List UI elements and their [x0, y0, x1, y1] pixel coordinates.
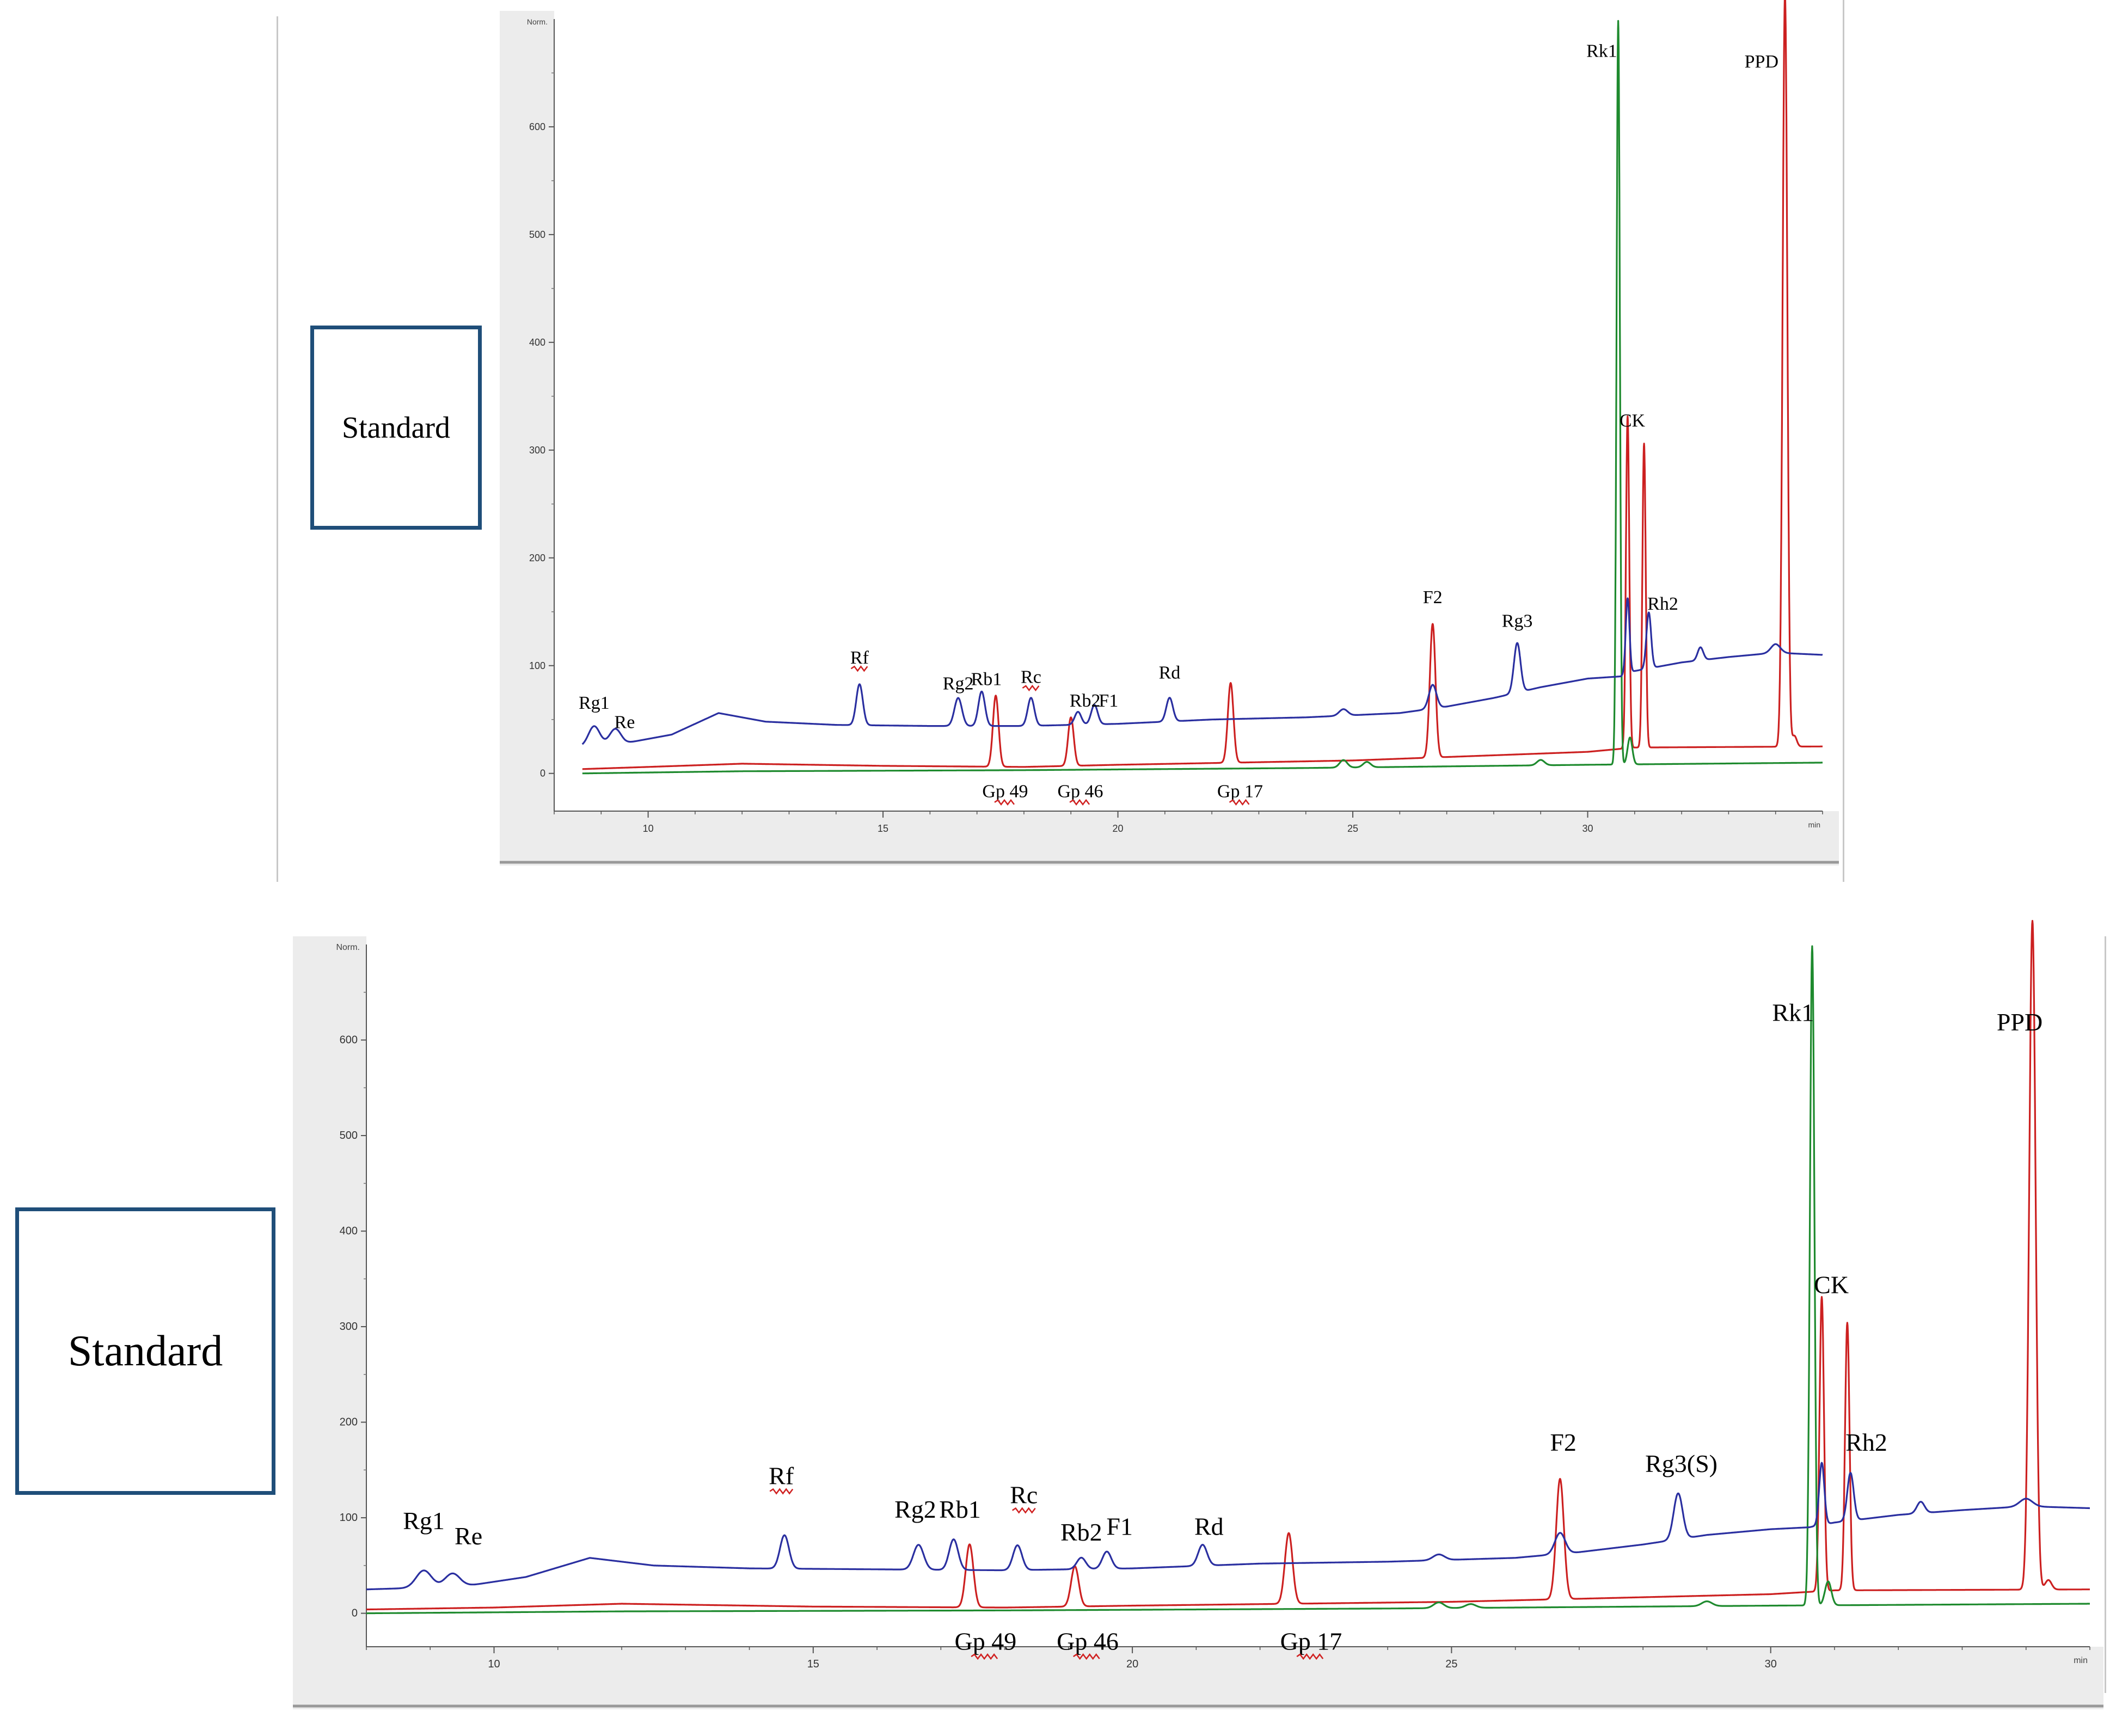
peak-label: Re	[615, 713, 635, 733]
peak-label: F2	[1550, 1428, 1577, 1456]
peak-label: CK	[1814, 1271, 1849, 1299]
y-tick-label: 600	[340, 1034, 358, 1046]
y-tick-label: 500	[529, 229, 545, 240]
peak-label: F1	[1099, 691, 1118, 711]
peak-label: Rg2	[894, 1495, 936, 1523]
y-tick-label: 100	[529, 660, 545, 671]
peak-label: Rd	[1194, 1513, 1224, 1541]
spellcheck-squiggle	[1073, 1653, 1100, 1660]
standard-label-box-top: Standard	[310, 326, 482, 530]
x-tick-label: 20	[1126, 1658, 1138, 1670]
right-divider-line	[1843, 0, 1844, 882]
peak-label: Gp 46	[1057, 1627, 1119, 1655]
spellcheck-squiggle	[1296, 1653, 1324, 1660]
standard-label-box-bottom: Standard	[15, 1207, 275, 1495]
peak-label: Rf	[850, 648, 869, 668]
x-tick-label: 20	[1113, 823, 1124, 834]
green-series-line	[581, 20, 1824, 775]
peak-label: PPD	[1997, 1008, 2042, 1036]
y-tick-label: 600	[529, 121, 545, 132]
y-tick-label: 400	[340, 1225, 358, 1237]
peak-label: Rh2	[1845, 1428, 1887, 1456]
x-axis-unit-label: min	[2074, 1656, 2088, 1665]
peak-label: Rb1	[971, 669, 1002, 689]
y-tick-label: 300	[340, 1321, 358, 1333]
x-tick-label: 25	[1347, 823, 1358, 834]
peak-label: Rc	[1010, 1481, 1038, 1509]
blue-series-line	[366, 1462, 2090, 1591]
peak-label: CK	[1620, 410, 1646, 431]
chromatogram-chart-bottom: Norm. min 0 100 200 300 400 500 600 10 15 20 25 30 Rg1…	[293, 919, 2103, 1709]
peak-label: PPD	[1745, 52, 1778, 72]
peak-label: Rb2	[1070, 691, 1101, 711]
peak-label: Rd	[1159, 663, 1181, 683]
y-tick-label: 0	[352, 1608, 358, 1620]
x-axis-gutter	[293, 1647, 2103, 1709]
y-tick-label: 200	[340, 1416, 358, 1428]
y-tick-label: 400	[529, 337, 545, 348]
standard-label-text-top: Standard	[341, 410, 451, 445]
peak-label: Gp 17	[1217, 781, 1263, 801]
x-axis-unit-label: min	[1808, 820, 1820, 829]
red-series-line	[366, 919, 2090, 1611]
y-axis-unit-label: Norm.	[527, 17, 548, 26]
spellcheck-squiggle	[850, 665, 868, 672]
spellcheck-squiggle	[769, 1488, 794, 1495]
peak-label: Gp 17	[1280, 1627, 1342, 1655]
x-tick-label: 10	[488, 1658, 500, 1670]
y-tick-label: 100	[340, 1512, 358, 1524]
chromatogram-chart-top: Norm. min 0 100 200 300 400 500 600 10 15 20 25 30 Rg1…	[500, 0, 1839, 866]
peak-label: Rg3(S)	[1645, 1450, 1718, 1477]
x-tick-label: 25	[1445, 1658, 1457, 1670]
peak-label: Rb2	[1060, 1518, 1102, 1546]
peak-label: Rg3	[1502, 611, 1533, 631]
spellcheck-squiggle	[1229, 799, 1250, 806]
spellcheck-squiggle	[971, 1653, 998, 1660]
green-series-line	[366, 945, 2090, 1615]
peak-label: F1	[1106, 1513, 1133, 1541]
x-tick-label: 30	[1582, 823, 1593, 834]
left-divider-line	[277, 16, 278, 882]
red-series-line	[581, 0, 1824, 770]
x-tick-label: 15	[878, 823, 888, 834]
peak-label: Rg1	[403, 1507, 445, 1535]
peak-label: Rg2	[943, 673, 974, 694]
y-tick-label: 200	[529, 553, 545, 563]
y-tick-label: 500	[340, 1130, 358, 1142]
peak-label: Gp 49	[982, 781, 1028, 801]
peak-label: Rk1	[1772, 998, 1814, 1026]
spellcheck-squiggle	[1022, 684, 1040, 691]
spellcheck-squiggle	[1012, 1507, 1036, 1514]
peak-label: Rf	[769, 1462, 794, 1490]
x-tick-label: 30	[1765, 1658, 1777, 1670]
spellcheck-squiggle	[994, 799, 1015, 806]
x-axis-gutter	[500, 811, 1839, 866]
peak-label: Rg1	[579, 693, 610, 713]
y-tick-label: 300	[529, 445, 545, 456]
blue-series-line	[581, 597, 1824, 745]
peak-label: Rb1	[939, 1495, 981, 1523]
peak-label: Rc	[1021, 667, 1041, 687]
peak-label: Gp 46	[1057, 781, 1103, 801]
y-axis-unit-label: Norm.	[336, 943, 360, 952]
x-tick-label: 15	[807, 1658, 819, 1670]
peak-label: Gp 49	[955, 1627, 1017, 1655]
right-divider-line-2	[2105, 936, 2106, 1693]
y-tick-label: 0	[540, 768, 545, 779]
spellcheck-squiggle	[1069, 799, 1090, 806]
standard-label-text-bottom: Standard	[68, 1327, 223, 1375]
peak-label: Rk1	[1586, 41, 1617, 61]
x-tick-label: 10	[643, 823, 654, 834]
y-axis-gutter	[500, 11, 554, 866]
plot-area	[554, 19, 1823, 811]
peak-label: F2	[1423, 587, 1443, 608]
plot-area	[366, 944, 2090, 1647]
peak-label: Rh2	[1647, 594, 1678, 614]
y-axis-gutter	[293, 936, 366, 1709]
peak-label: Re	[455, 1522, 482, 1550]
